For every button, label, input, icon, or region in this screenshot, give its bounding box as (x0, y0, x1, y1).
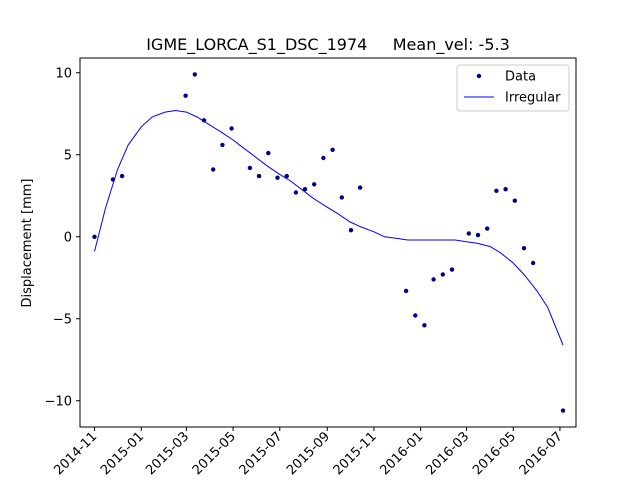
x-tick-label: 2016-03 (423, 429, 472, 478)
y-tick-label: 5 (64, 148, 72, 163)
data-point (92, 234, 97, 239)
legend-point-swatch (476, 73, 482, 79)
x-tick-label: 2015-03 (143, 429, 192, 478)
data-point (440, 272, 445, 277)
data-point (422, 323, 427, 328)
x-tick-label: 2015-05 (190, 429, 239, 478)
data-point (256, 173, 262, 179)
legend-box (456, 64, 570, 112)
x-tick-label: 2014-11 (51, 429, 100, 478)
legend-label: Data (505, 70, 536, 85)
data-point (512, 198, 517, 203)
data-point (357, 185, 363, 190)
x-tick-label: 2015-01 (98, 429, 147, 478)
data-point (521, 246, 527, 251)
data-point (494, 188, 499, 193)
data-point (339, 195, 344, 200)
data-point (321, 155, 326, 161)
legend-label: Irregular (505, 91, 561, 106)
data-point (119, 173, 125, 179)
x-tick-label: 2016-01 (377, 429, 426, 478)
x-tick-label: 2016-07 (517, 429, 566, 478)
axes-frame (79, 57, 577, 428)
axes: 1050−5−102014-112015-012015-032015-05201… (45, 57, 577, 478)
data-point (330, 147, 335, 152)
data-point (229, 126, 234, 131)
legend: Data Irregular (456, 64, 570, 112)
data-point (485, 226, 490, 231)
data-point (192, 72, 197, 77)
x-tick-label: 2016-05 (470, 429, 519, 478)
data-point (293, 190, 299, 195)
data-point (348, 228, 354, 233)
data-point (431, 277, 436, 282)
data-point (475, 232, 481, 238)
data-point (312, 182, 317, 187)
y-tick-label: 10 (55, 66, 72, 81)
data-point (403, 288, 409, 294)
x-tick-label: 2015-07 (237, 429, 286, 478)
data-point (211, 167, 216, 172)
data-point (220, 142, 225, 148)
y-tick-label: 0 (64, 230, 72, 245)
x-tick-label: 2015-09 (284, 429, 333, 478)
data-point (284, 173, 289, 179)
data-point (413, 313, 418, 318)
data-point (560, 408, 566, 413)
series-line-1 (94, 109, 564, 346)
data-point (201, 118, 207, 123)
y-tick-label: −10 (45, 394, 72, 409)
chart-title: IGME_LORCA_S1_DSC_1974 Mean_vel: -5.3 (146, 35, 510, 55)
data-point (183, 93, 188, 98)
data-point (275, 175, 280, 180)
data-point (449, 267, 455, 272)
x-tick-label: 2015-11 (331, 429, 380, 478)
y-tick-label: −5 (53, 312, 72, 327)
plot-area (92, 72, 566, 413)
data-point (247, 165, 253, 171)
y-axis-label: Displacement [mm] (20, 179, 35, 308)
data-point (530, 260, 536, 266)
data-point (302, 187, 308, 192)
data-point (503, 187, 508, 192)
data-point (266, 150, 271, 156)
data-point (466, 231, 471, 236)
